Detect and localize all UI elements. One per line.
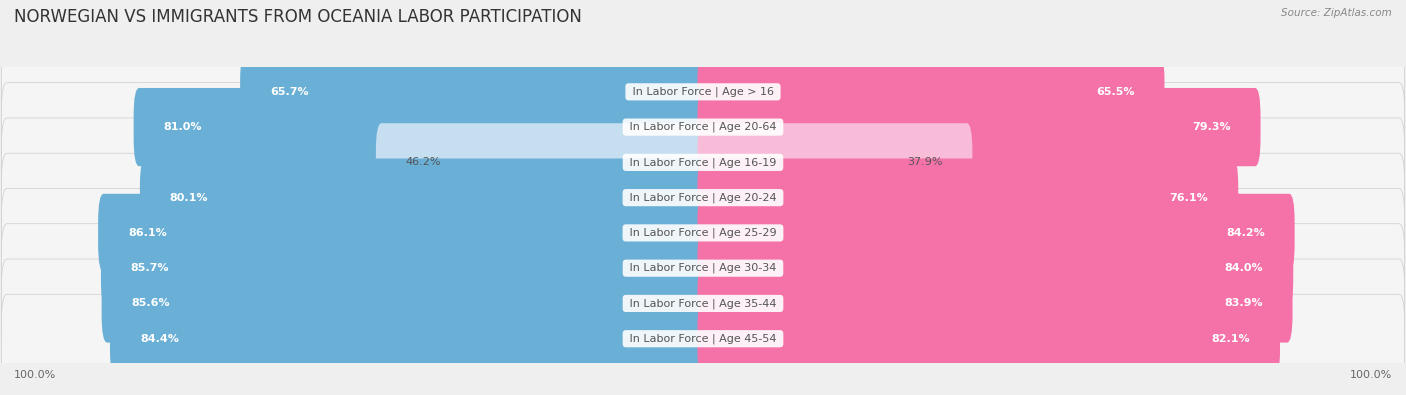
FancyBboxPatch shape [134,88,709,166]
Text: 100.0%: 100.0% [14,370,56,380]
FancyBboxPatch shape [1,294,1405,383]
Text: NORWEGIAN VS IMMIGRANTS FROM OCEANIA LABOR PARTICIPATION: NORWEGIAN VS IMMIGRANTS FROM OCEANIA LAB… [14,8,582,26]
FancyBboxPatch shape [1,188,1405,277]
Text: Source: ZipAtlas.com: Source: ZipAtlas.com [1281,8,1392,18]
FancyBboxPatch shape [1,47,1405,136]
FancyBboxPatch shape [240,53,709,131]
Text: 84.2%: 84.2% [1226,228,1265,238]
Text: 81.0%: 81.0% [163,122,202,132]
Text: 79.3%: 79.3% [1192,122,1230,132]
Text: 85.7%: 85.7% [131,263,169,273]
Text: 65.7%: 65.7% [270,87,309,97]
FancyBboxPatch shape [101,229,709,307]
FancyBboxPatch shape [697,158,1239,237]
Text: 65.5%: 65.5% [1097,87,1135,97]
FancyBboxPatch shape [1,259,1405,348]
FancyBboxPatch shape [375,123,709,201]
FancyBboxPatch shape [697,88,1261,166]
FancyBboxPatch shape [98,194,709,272]
Text: In Labor Force | Age 45-54: In Labor Force | Age 45-54 [626,333,780,344]
Text: In Labor Force | Age 30-34: In Labor Force | Age 30-34 [626,263,780,273]
FancyBboxPatch shape [1,153,1405,242]
FancyBboxPatch shape [697,299,1279,378]
FancyBboxPatch shape [1,83,1405,171]
FancyBboxPatch shape [110,299,709,378]
FancyBboxPatch shape [697,53,1164,131]
Text: 84.0%: 84.0% [1225,263,1264,273]
Text: 80.1%: 80.1% [170,193,208,203]
FancyBboxPatch shape [697,264,1292,342]
Text: In Labor Force | Age 25-29: In Labor Force | Age 25-29 [626,228,780,238]
FancyBboxPatch shape [697,229,1294,307]
FancyBboxPatch shape [1,224,1405,312]
Text: In Labor Force | Age 35-44: In Labor Force | Age 35-44 [626,298,780,309]
Text: 76.1%: 76.1% [1170,193,1208,203]
FancyBboxPatch shape [1,118,1405,207]
Text: 86.1%: 86.1% [128,228,167,238]
FancyBboxPatch shape [697,194,1295,272]
Text: 85.6%: 85.6% [132,299,170,308]
Text: 100.0%: 100.0% [1350,370,1392,380]
Text: In Labor Force | Age 20-24: In Labor Force | Age 20-24 [626,192,780,203]
Text: 83.9%: 83.9% [1225,299,1263,308]
FancyBboxPatch shape [101,264,709,342]
Text: 84.4%: 84.4% [141,334,179,344]
Text: In Labor Force | Age 16-19: In Labor Force | Age 16-19 [626,157,780,167]
FancyBboxPatch shape [141,158,709,237]
Text: 82.1%: 82.1% [1212,334,1250,344]
Text: In Labor Force | Age > 16: In Labor Force | Age > 16 [628,87,778,97]
Text: 46.2%: 46.2% [406,157,441,167]
Text: 37.9%: 37.9% [907,157,942,167]
Text: In Labor Force | Age 20-64: In Labor Force | Age 20-64 [626,122,780,132]
FancyBboxPatch shape [697,123,973,201]
